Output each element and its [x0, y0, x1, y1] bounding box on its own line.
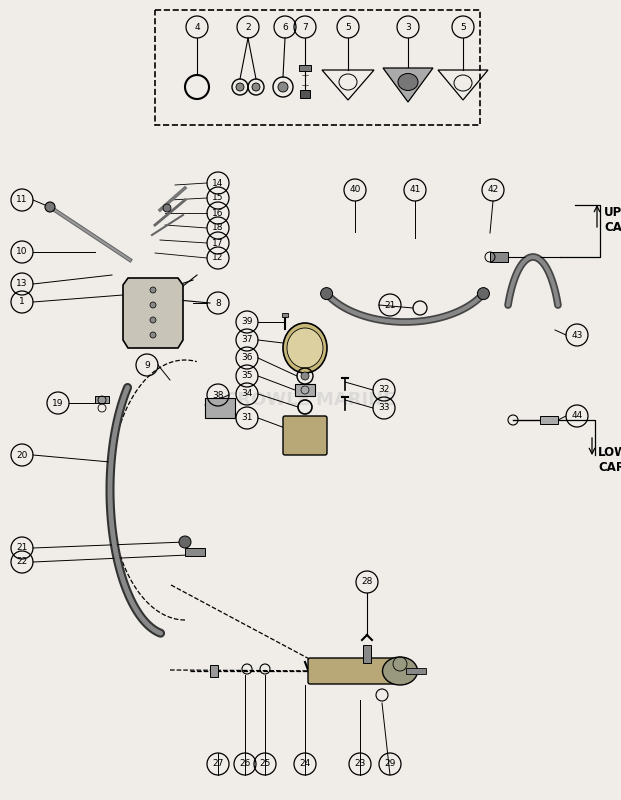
Bar: [540, 416, 558, 424]
Text: 34: 34: [242, 390, 253, 398]
Text: UPPER
CARBURETOR: UPPER CARBURETOR: [604, 206, 621, 234]
Bar: [300, 90, 310, 98]
Circle shape: [150, 332, 156, 338]
Circle shape: [150, 302, 156, 308]
Text: 13: 13: [16, 279, 28, 289]
Circle shape: [478, 288, 489, 300]
Text: LOWER
CARBURETOR: LOWER CARBURETOR: [598, 446, 621, 474]
Text: 10: 10: [16, 247, 28, 257]
Text: 23: 23: [355, 759, 366, 769]
Text: 7: 7: [302, 22, 308, 31]
Text: 15: 15: [212, 194, 224, 202]
Bar: [295, 384, 315, 396]
Circle shape: [179, 536, 191, 548]
Bar: [210, 665, 218, 677]
Text: 35: 35: [241, 371, 253, 381]
Text: 32: 32: [378, 386, 390, 394]
FancyBboxPatch shape: [283, 416, 327, 455]
Text: 19: 19: [52, 398, 64, 407]
Text: 40: 40: [349, 186, 361, 194]
Text: 21: 21: [16, 543, 28, 553]
Text: 41: 41: [409, 186, 420, 194]
Text: 31: 31: [241, 414, 253, 422]
Text: 29: 29: [384, 759, 396, 769]
Circle shape: [236, 83, 244, 91]
Text: 6: 6: [282, 22, 288, 31]
Text: 14: 14: [212, 178, 224, 187]
Text: 3: 3: [405, 22, 411, 31]
Circle shape: [150, 317, 156, 323]
Text: 9: 9: [144, 361, 150, 370]
Ellipse shape: [383, 657, 417, 685]
Bar: [299, 65, 311, 71]
Text: 18: 18: [212, 223, 224, 233]
Text: 2: 2: [245, 22, 251, 31]
Text: CROWLE MARINE: CROWLE MARINE: [224, 391, 396, 409]
Bar: [95, 396, 109, 403]
Text: 1: 1: [19, 298, 25, 306]
FancyBboxPatch shape: [308, 658, 407, 684]
Text: 5: 5: [460, 22, 466, 31]
Text: 5: 5: [345, 22, 351, 31]
Text: 22: 22: [16, 558, 27, 566]
Text: 27: 27: [212, 759, 224, 769]
Circle shape: [252, 83, 260, 91]
Polygon shape: [383, 68, 433, 102]
Bar: [490, 252, 508, 262]
Text: 12: 12: [212, 254, 224, 262]
Text: 39: 39: [241, 318, 253, 326]
Text: 38: 38: [212, 390, 224, 399]
Ellipse shape: [287, 328, 323, 368]
Text: 42: 42: [487, 186, 499, 194]
Text: 43: 43: [571, 330, 582, 339]
Text: 11: 11: [16, 195, 28, 205]
Text: 17: 17: [212, 238, 224, 247]
Bar: [205, 398, 235, 418]
Text: 16: 16: [212, 209, 224, 218]
Text: 33: 33: [378, 403, 390, 413]
Text: 26: 26: [239, 759, 251, 769]
Bar: [406, 668, 426, 674]
Ellipse shape: [398, 74, 418, 90]
Bar: [282, 313, 288, 317]
Circle shape: [150, 287, 156, 293]
Text: 20: 20: [16, 450, 28, 459]
Text: 44: 44: [571, 411, 582, 421]
Text: 21: 21: [384, 301, 396, 310]
Text: 8: 8: [215, 298, 221, 307]
Text: 24: 24: [299, 759, 310, 769]
Bar: [155, 10, 480, 125]
Circle shape: [320, 288, 333, 300]
Polygon shape: [123, 278, 183, 348]
Text: 4: 4: [194, 22, 200, 31]
Bar: [185, 548, 205, 556]
Text: 36: 36: [241, 354, 253, 362]
Circle shape: [301, 372, 309, 380]
Circle shape: [278, 82, 288, 92]
Bar: [363, 645, 371, 663]
Circle shape: [163, 204, 171, 212]
Circle shape: [45, 202, 55, 212]
Text: 37: 37: [241, 335, 253, 345]
Text: 28: 28: [361, 578, 373, 586]
Ellipse shape: [283, 323, 327, 373]
Text: 25: 25: [260, 759, 271, 769]
